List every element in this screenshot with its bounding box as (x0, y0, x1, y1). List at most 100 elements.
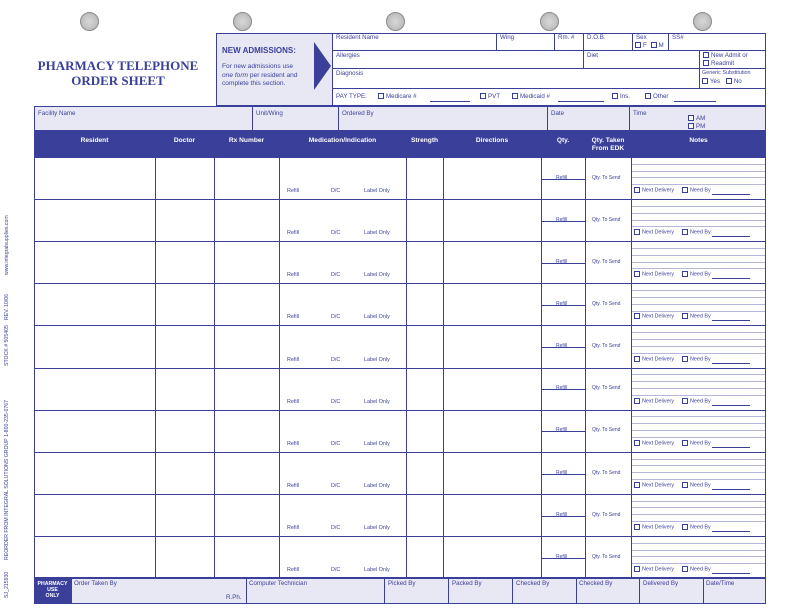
next-delivery-checkbox[interactable] (634, 566, 640, 572)
next-delivery-checkbox[interactable] (634, 523, 640, 530)
sex-options: F M (635, 42, 664, 49)
readmit-option: Readmit (703, 60, 734, 67)
generic-substitution-label: Generic Substitution (702, 70, 751, 76)
need-by-checkbox[interactable] (682, 355, 688, 362)
pharmacy-use-line-1: PHARMACY (37, 581, 68, 587)
qty-refill-label: Refill (556, 216, 568, 223)
need-by-label: Need By (690, 398, 711, 405)
ins-label: Ins. (620, 93, 630, 100)
next-delivery-checkbox[interactable] (634, 439, 640, 446)
medicare-option: Medicare # (378, 93, 417, 100)
checked-by-field-2[interactable]: Checked By (579, 580, 613, 587)
col-medication: Medication/Indication (308, 137, 377, 144)
label-only-label: Label Only (364, 567, 390, 573)
label-only-label: Label Only (364, 398, 390, 405)
next-delivery-label: Next Delivery (642, 229, 675, 236)
next-delivery-checkbox[interactable] (634, 271, 640, 278)
ssn-field[interactable]: SS# (672, 34, 684, 41)
sex-m-checkbox[interactable] (650, 42, 657, 49)
need-by-checkbox[interactable] (682, 439, 688, 446)
need-by-option: Need By (682, 523, 711, 531)
next-delivery-checkbox[interactable] (634, 481, 640, 488)
wing-field[interactable]: Wing (500, 34, 515, 41)
next-delivery-checkbox[interactable] (634, 313, 640, 320)
col-doctor: Doctor (173, 137, 196, 144)
need-by-checkbox[interactable] (682, 187, 688, 194)
dob-field[interactable]: D.O.B. (587, 34, 606, 41)
qty-refill-label: Refill (556, 343, 568, 350)
delivered-by-field[interactable]: Delivered By (643, 580, 679, 587)
computer-technician-field[interactable]: Computer Technician (249, 580, 308, 587)
new-admit-option: New Admit or (703, 52, 748, 59)
new-admissions-panel (216, 33, 333, 106)
pharmacy-use-line-3: ONLY (45, 593, 60, 600)
need-by-option: Need By (682, 439, 711, 446)
medicaid-checkbox[interactable] (512, 93, 518, 100)
new-admit-checkbox[interactable] (703, 52, 709, 59)
footer-row (71, 578, 766, 604)
order-taken-by-field[interactable]: Order Taken By (74, 580, 117, 587)
generic-yes-checkbox[interactable] (702, 78, 708, 85)
other-checkbox[interactable] (645, 93, 651, 100)
need-by-checkbox[interactable] (682, 313, 688, 320)
ins-checkbox[interactable] (612, 93, 618, 100)
next-delivery-option: Next Delivery (634, 523, 675, 531)
diet-field[interactable]: Diet (587, 52, 599, 59)
readmit-checkbox[interactable] (703, 60, 709, 67)
next-delivery-checkbox[interactable] (634, 187, 640, 194)
qty-refill-label: Refill (556, 427, 568, 434)
next-delivery-checkbox[interactable] (634, 355, 640, 362)
facility-name-field[interactable]: Facility Name (38, 110, 76, 117)
next-delivery-label: Next Delivery (642, 524, 675, 531)
ordered-by-field[interactable]: Ordered By (342, 110, 374, 117)
dc-label: D/C (331, 188, 341, 195)
next-delivery-label: Next Delivery (642, 398, 675, 405)
unit-wing-field[interactable]: Unit/Wing (256, 110, 283, 117)
checked-by-field-1[interactable]: Checked By (516, 580, 550, 587)
qty-refill-label: Refill (556, 301, 568, 308)
medicare-label: Medicare # (386, 93, 417, 100)
allergies-field[interactable]: Allergies (336, 52, 360, 59)
date-field[interactable]: Date (551, 110, 565, 117)
sex-f-label: F (643, 42, 647, 49)
need-by-checkbox[interactable] (682, 271, 688, 278)
qty-to-send-label: Qty. To Send (592, 553, 621, 560)
am-label: AM (696, 115, 706, 122)
need-by-label: Need By (690, 566, 711, 573)
punch-hole-2 (233, 12, 252, 31)
room-field[interactable]: Rm. # (558, 34, 575, 41)
pvt-checkbox[interactable] (480, 93, 486, 100)
medicare-checkbox[interactable] (378, 93, 384, 100)
picked-by-field[interactable]: Picked By (388, 580, 416, 587)
need-by-option: Need By (682, 481, 711, 488)
resident-name-field[interactable]: Resident Name (336, 34, 379, 41)
na-line-2-em: one form (222, 71, 249, 79)
sex-f-checkbox[interactable] (635, 42, 641, 49)
am-checkbox[interactable] (688, 115, 694, 122)
need-by-checkbox[interactable] (682, 397, 688, 404)
need-by-label: Need By (690, 524, 711, 531)
pay-type-label: PAY TYPE: (336, 93, 367, 100)
generic-sub-options: Yes No (702, 78, 742, 85)
generic-no-checkbox[interactable] (725, 78, 732, 85)
na-line-3: complete this section. (222, 80, 286, 87)
na-line-2-rest: per resident and (248, 71, 298, 79)
col-directions: Directions (475, 137, 509, 144)
pm-checkbox[interactable] (688, 123, 694, 130)
qty-to-send-label: Qty. To Send (592, 174, 621, 181)
side-print-info: SJ_215930 REORDER FROM INTEGRAL SOLUTION… (2, 190, 16, 605)
diagnosis-field[interactable]: Diagnosis (336, 70, 364, 77)
dc-label: D/C (331, 230, 341, 237)
need-by-checkbox[interactable] (682, 481, 688, 488)
next-delivery-label: Next Delivery (642, 440, 675, 447)
sex-m-label: M (658, 42, 664, 49)
need-by-checkbox[interactable] (682, 566, 688, 572)
next-delivery-checkbox[interactable] (634, 229, 640, 236)
time-field[interactable]: Time (633, 110, 647, 117)
date-time-field[interactable]: Date/Time (706, 580, 735, 587)
need-by-checkbox[interactable] (682, 229, 688, 236)
packed-by-field[interactable]: Packed By (452, 580, 482, 587)
next-delivery-checkbox[interactable] (634, 397, 640, 404)
next-delivery-option: Next Delivery (634, 397, 675, 405)
need-by-checkbox[interactable] (682, 523, 688, 530)
